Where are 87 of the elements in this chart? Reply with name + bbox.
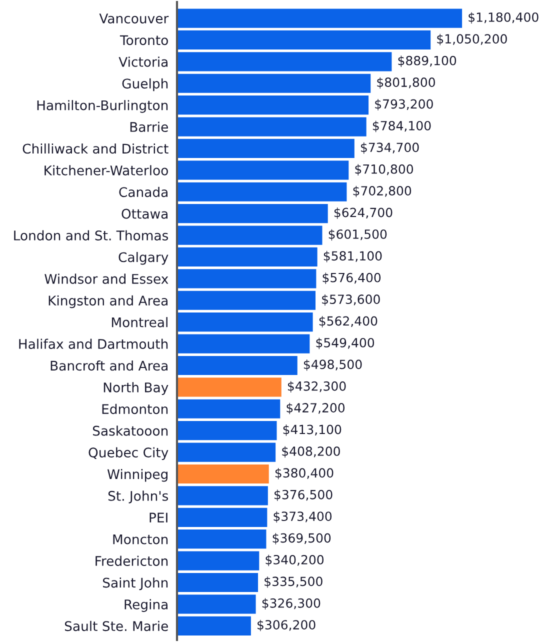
y-tick-label: London and St. Thomas [14, 230, 168, 240]
bar [177, 226, 322, 245]
y-tick-label: Victoria [118, 56, 168, 67]
y-tick-label: Winnipeg [107, 468, 168, 482]
data-label: $373,400 [274, 511, 332, 523]
data-label: $562,400 [319, 316, 378, 328]
y-tick-label: Barrie [130, 122, 168, 132]
bar [177, 421, 277, 440]
data-label: $432,300 [288, 381, 346, 392]
bar [177, 334, 310, 354]
y-tick-label: Canada [119, 186, 168, 198]
bar [177, 74, 371, 93]
data-label: $413,100 [283, 424, 342, 436]
y-tick-label: Kingston and Area [48, 295, 168, 308]
data-label: $793,200 [375, 99, 433, 110]
data-label: $601,500 [328, 229, 387, 241]
bar [177, 96, 369, 115]
bar [177, 8, 462, 28]
bar [177, 442, 276, 462]
bar [177, 486, 268, 506]
y-tick-label: Halifax and Dartmouth [19, 338, 168, 349]
data-label: $376,500 [274, 490, 332, 501]
bar [177, 530, 266, 549]
data-label: $624,700 [334, 208, 392, 219]
data-label: $581,100 [324, 250, 382, 262]
y-tick-label: Regina [124, 599, 168, 612]
bar [177, 551, 260, 570]
bar [177, 269, 316, 288]
data-label: $369,500 [272, 533, 331, 544]
y-tick-label: Sault Ste. Marie [64, 620, 168, 632]
bar [177, 30, 431, 50]
bar [177, 204, 328, 224]
bar [177, 138, 354, 158]
data-label: $380,400 [275, 468, 334, 480]
y-tick-label: St. John's [108, 490, 168, 504]
y-tick-label: PEI [150, 512, 168, 522]
bar [177, 356, 298, 376]
bar [177, 182, 347, 202]
bar [177, 312, 313, 332]
y-tick-label: Guelph [122, 78, 168, 92]
y-tick-label: North Bay [104, 382, 168, 395]
y-tick-label: Saint John [102, 577, 168, 590]
y-tick-label: Fredericton [96, 556, 168, 566]
y-tick-label: Chilliwack and District [22, 143, 168, 154]
data-label: $801,800 [377, 77, 435, 89]
y-tick-label: Ottawa [122, 208, 168, 219]
bar [177, 594, 256, 614]
data-label: $710,800 [355, 164, 414, 176]
bar [177, 247, 318, 267]
data-label: $408,200 [282, 446, 340, 458]
data-label: $576,400 [322, 272, 381, 284]
data-label: $306,200 [258, 620, 316, 632]
data-label: $326,300 [262, 598, 320, 610]
bar [177, 464, 269, 484]
y-tick-label: Toronto [120, 35, 168, 46]
bar [177, 508, 268, 527]
data-label: $549,400 [316, 338, 374, 350]
y-tick-label: Montreal [112, 317, 168, 328]
y-tick-label: Saskatooon [92, 426, 168, 436]
y-tick-label: Kitchener-Waterloo [44, 165, 168, 176]
y-tick-label: Edmonton [102, 404, 168, 414]
bar [177, 117, 366, 136]
data-label: $702,800 [353, 186, 412, 198]
y-tick-label: Hamilton-Burlington [37, 100, 168, 113]
bar [177, 290, 316, 310]
bar [177, 378, 282, 397]
data-label: $335,500 [264, 576, 322, 588]
data-label: $889,100 [398, 56, 456, 67]
data-label: $573,600 [322, 294, 380, 306]
data-label: $1,050,200 [437, 34, 507, 46]
data-label: $784,100 [372, 120, 431, 132]
bar [177, 399, 280, 418]
bar [177, 160, 349, 180]
data-label: $734,700 [361, 142, 419, 154]
data-label: $427,200 [286, 402, 345, 414]
y-tick-label: Calgary [118, 252, 168, 265]
bar [177, 52, 392, 72]
bar [177, 572, 258, 592]
data-label: $498,500 [304, 359, 362, 371]
data-label: $340,200 [266, 554, 324, 566]
y-tick-label: Bancroft and Area [50, 360, 168, 371]
bar [177, 616, 251, 636]
data-label: $1,180,400 [468, 12, 538, 24]
y-tick-label: Windsor and Essex [44, 274, 168, 284]
y-tick-label: Moncton [113, 534, 168, 544]
y-tick-label: Vancouver [99, 14, 169, 24]
y-tick-label: Quebec City [88, 447, 168, 460]
